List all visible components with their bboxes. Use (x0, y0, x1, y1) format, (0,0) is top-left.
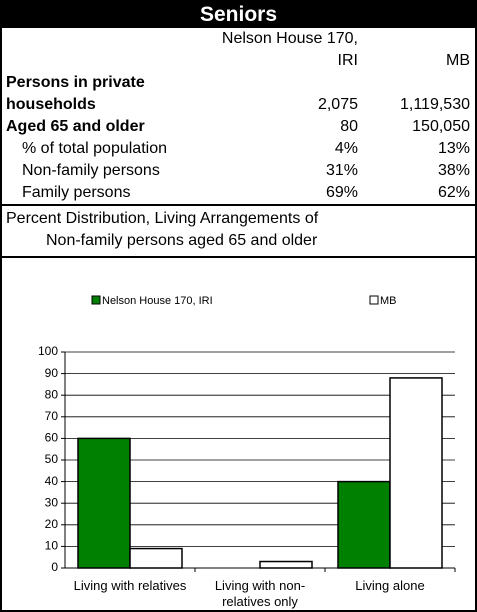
x-tick-label: Living with relatives (73, 578, 187, 593)
caption: Percent Distribution, Living Arrangement… (2, 204, 475, 256)
table-row: Non-family persons 31% 38% (2, 160, 475, 182)
cell: 1,119,530 (400, 96, 470, 113)
bar (129, 547, 183, 569)
y-tick-label: 90 (45, 366, 59, 380)
table-row: % of total population 4% 13% (2, 138, 475, 160)
row-label: % of total population (22, 140, 167, 157)
header-row: Nelson House 170, IRI MB (2, 28, 475, 72)
legend-swatch (369, 295, 379, 305)
cell: 80 (340, 118, 358, 135)
y-tick-label: 70 (45, 409, 59, 423)
row-label: Non-family persons (22, 162, 160, 179)
y-tick-label: 50 (45, 452, 59, 466)
legend-swatch (91, 295, 101, 305)
column-header: MB (446, 52, 470, 69)
cell: 69% (325, 184, 358, 201)
y-tick-label: 40 (45, 474, 59, 488)
x-tick-label: Living with non-relatives only (214, 578, 306, 609)
legend-label: MB (380, 295, 397, 307)
table-row: Aged 65 and older 80 150,050 (2, 116, 475, 138)
bar (389, 377, 443, 569)
bar (77, 437, 131, 569)
cell: 62% (437, 184, 470, 201)
y-tick-label: 30 (45, 495, 59, 509)
row-label: Family persons (22, 184, 131, 201)
title: Seniors (2, 2, 475, 28)
chart-area: 0 10 20 30 40 50 60 70 80 90 100 Nelson House 170, … (2, 256, 475, 610)
y-tick-label: 100 (38, 344, 58, 358)
y-tick-label: 60 (45, 431, 59, 445)
table-row: Family persons 69% 62% (2, 182, 475, 204)
column-header: Nelson House 170, IRI (221, 30, 358, 69)
cell: 4% (334, 140, 358, 157)
cell: 150,050 (412, 118, 470, 135)
table-row: Persons in private households 2,075 1,119,… (2, 72, 475, 116)
y-tick-label: 10 (45, 539, 59, 553)
caption-line: Percent Distribution, Living Arrangement… (6, 210, 319, 227)
bar (337, 480, 391, 569)
table: Nelson House 170, IRI MB Persons in privat… (2, 28, 475, 204)
cell: 2,075 (317, 96, 358, 113)
y-tick-label: 0 (51, 560, 58, 574)
row-label: Persons in private households (6, 74, 145, 113)
caption-line: Non-family persons aged 65 and older (46, 232, 318, 249)
legend-label: Nelson House 170, IRI (102, 295, 213, 307)
bar (259, 560, 313, 569)
cell: 31% (325, 162, 358, 179)
cell: 13% (437, 140, 470, 157)
x-tick-label: Living alone (355, 578, 425, 593)
chart: 0 10 20 30 40 50 60 70 80 90 100 Nelson House 170, … (38, 295, 456, 574)
cell: 38% (437, 162, 470, 179)
row-label: Aged 65 and older (6, 118, 145, 135)
y-tick-label: 80 (45, 387, 59, 401)
y-tick-label: 20 (45, 517, 59, 531)
